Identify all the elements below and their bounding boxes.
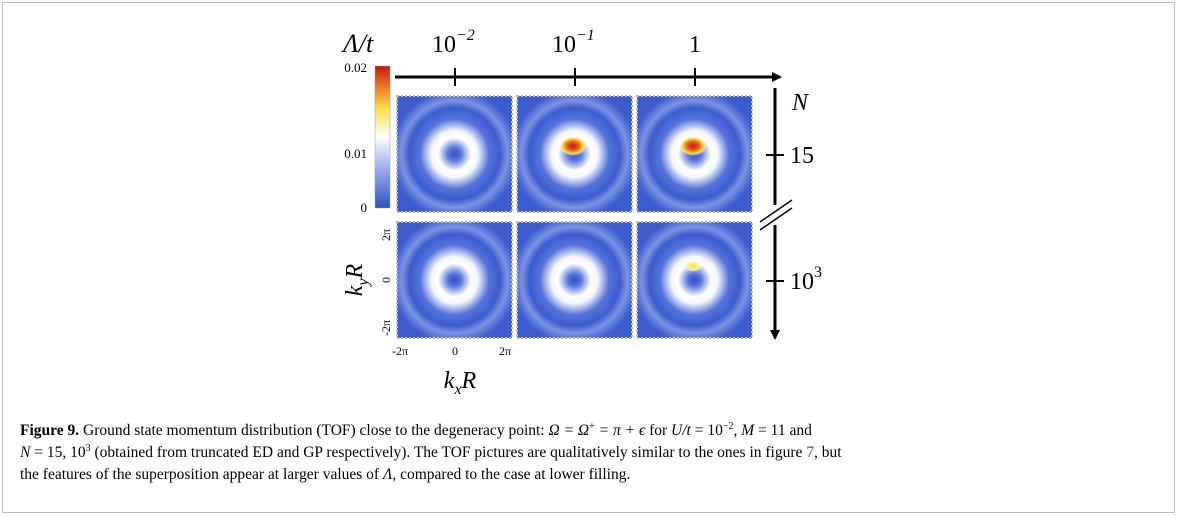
- top-axis-ticks: [454, 68, 696, 86]
- right-axis-title: N: [791, 90, 810, 116]
- caption-text: U/t: [671, 422, 691, 439]
- caption-text: 3: [85, 442, 91, 454]
- caption-text: M: [741, 422, 755, 439]
- top-axis-title: Λ/t: [340, 29, 374, 58]
- caption-text: for: [645, 422, 672, 439]
- caption-text: , but: [814, 444, 842, 461]
- caption-text: Ω = Ω: [548, 422, 590, 439]
- y-tick-label: 2π: [379, 229, 393, 241]
- colorbar-tick-label: 0.01: [344, 146, 367, 161]
- caption-text: Ground state momentum distribution (TOF)…: [79, 422, 549, 439]
- x-tick-label: 0: [452, 344, 458, 358]
- x-tick-label: 2π: [499, 344, 511, 358]
- caption-text: = π + ϵ: [594, 422, 646, 439]
- caption-line: the features of the superposition appear…: [20, 464, 1160, 486]
- caption-text: the features of the superposition appear…: [20, 466, 383, 483]
- caption-text: Λ: [382, 466, 393, 483]
- caption-text: ,: [733, 422, 742, 439]
- caption-text: , compared to the case at lower filling.: [392, 466, 631, 483]
- colorbar-tick-label: 0: [361, 200, 368, 215]
- caption-text: +: [589, 420, 595, 432]
- figure-label: Figure 9.: [20, 422, 80, 439]
- caption-text: N: [20, 444, 31, 461]
- column-label: 10−1: [552, 27, 595, 58]
- colorbar-tick-label: 0.02: [344, 60, 367, 75]
- column-label: 1: [689, 32, 701, 58]
- caption-text: = 11 and: [754, 422, 812, 439]
- x-axis-title: kxR: [444, 368, 477, 398]
- row-label: 15: [790, 143, 814, 169]
- caption: Figure 9. Ground state momentum distribu…: [20, 420, 1160, 486]
- axis-break: [759, 199, 793, 231]
- y-axis-title: kyR: [342, 263, 372, 296]
- row-label: 103: [790, 264, 822, 295]
- y-tick-label: -2π: [379, 320, 393, 336]
- caption-line: N = 15, 103 (obtained from truncated ED …: [20, 442, 1160, 464]
- caption-text: −2: [722, 420, 734, 432]
- caption-text: = 10: [690, 422, 723, 439]
- caption-text: = 15, 10: [30, 444, 86, 461]
- figure-link[interactable]: 7: [806, 444, 815, 461]
- tof-panels: [396, 95, 753, 339]
- right-axis-ticks: [766, 154, 784, 282]
- x-tick-label: -2π: [392, 344, 408, 358]
- figure: Λ/t 10−2 10−1 1 0.02 0.01 0 N 15 103 kyR…: [340, 27, 822, 398]
- caption-text: (obtained from truncated ED and GP respe…: [90, 444, 807, 461]
- column-label: 10−2: [432, 27, 475, 58]
- caption-line: Figure 9. Ground state momentum distribu…: [20, 420, 1160, 442]
- tof-peaks: [559, 136, 707, 272]
- y-tick-label: 0: [379, 277, 393, 283]
- colorbar: [374, 65, 391, 209]
